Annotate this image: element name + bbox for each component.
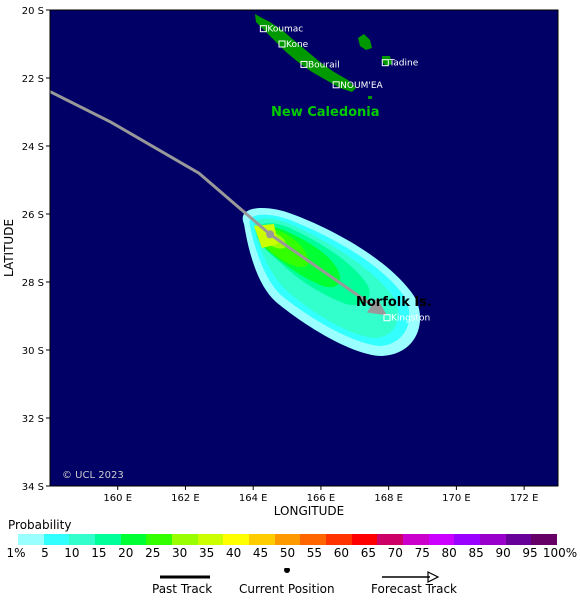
legend-label: 45 <box>252 546 269 560</box>
legend-swatch <box>120 534 147 545</box>
place-marker <box>383 314 391 322</box>
probability-color-scale <box>18 534 558 545</box>
legend-label: 10 <box>64 546 80 560</box>
track-key: Past Track Current Position Forecast Tra… <box>0 568 580 600</box>
legend-swatch <box>377 534 404 545</box>
x-axis-title: LONGITUDE <box>274 504 344 518</box>
legend-label: 95 <box>522 546 538 560</box>
legend-label: 70 <box>387 546 403 560</box>
legend-label: 5 <box>41 546 49 560</box>
lon-tick-label: 168 E <box>374 493 403 504</box>
place-label: Kone <box>286 40 309 50</box>
legend-label: 75 <box>414 546 430 560</box>
legend-swatch <box>197 534 224 545</box>
legend-swatch <box>403 534 429 545</box>
legend-swatch <box>326 534 352 545</box>
swath-band-35pct <box>254 224 278 248</box>
legend-label: 35 <box>199 546 215 560</box>
legend-label: 65 <box>360 546 376 560</box>
legend-swatch <box>95 534 121 545</box>
place-label: Kingston <box>391 314 430 324</box>
probability-scale-labels: 1% 5 10 15 20 25 30 35 40 45 50 55 60 65 70 75 80 85 90 95 1… <box>0 546 580 560</box>
place-label: NOUM'EA <box>340 81 383 91</box>
place-marker <box>259 25 267 33</box>
lon-tick-label: 172 E <box>510 493 539 504</box>
legend-label: 15 <box>91 546 107 560</box>
lat-tick-label: 24 S <box>22 142 44 153</box>
current-position-key-label: Current Position <box>239 582 335 596</box>
y-axis-title: LATITUDE <box>2 219 16 277</box>
legend-label: 85 <box>468 546 484 560</box>
legend-swatch <box>223 534 250 545</box>
past-track-key-label: Past Track <box>152 582 213 596</box>
place-marker <box>300 60 308 68</box>
lat-tick-label: 26 S <box>22 210 44 221</box>
place-label: Koumac <box>267 25 303 35</box>
legend-swatch <box>300 534 327 545</box>
lat-tick-label: 30 S <box>22 346 44 357</box>
past-track-line <box>50 90 272 236</box>
legend-swatch <box>146 534 173 545</box>
place-marker <box>278 40 286 48</box>
lat-tick-label: 34 S <box>22 482 44 493</box>
legend-label: 55 <box>306 546 323 560</box>
legend-swatch <box>69 534 96 545</box>
legend-label: 90 <box>495 546 511 560</box>
legend-label: 40 <box>225 546 242 560</box>
lon-tick-label: 162 E <box>171 493 200 504</box>
legend-label: 80 <box>441 546 457 560</box>
legend-title: Probability <box>8 518 72 532</box>
legend-swatch <box>428 534 455 545</box>
legend-label: 50 <box>279 546 296 560</box>
grande-terre-island <box>255 14 356 92</box>
ouvea-island <box>358 34 372 50</box>
region-label-norfolk: Norfolk Is. <box>356 295 432 310</box>
new-caledonia-land <box>255 14 392 99</box>
legend-swatch <box>18 534 44 545</box>
legend-label: 25 <box>145 546 161 560</box>
region-label-new-caledonia: New Caledonia <box>271 105 380 120</box>
legend-label: 30 <box>172 546 188 560</box>
current-position-marker <box>266 230 275 239</box>
legend-swatch <box>172 534 198 545</box>
forecast-track-key-label: Forecast Track <box>371 582 457 596</box>
legend-swatch <box>274 534 301 545</box>
legend-label: 1% <box>6 546 26 560</box>
legend-swatch <box>480 534 506 545</box>
lon-tick-label: 160 E <box>103 493 132 504</box>
lat-tick-label: 32 S <box>22 414 44 425</box>
place-marker <box>381 59 389 67</box>
legend-label: 100% <box>542 546 578 560</box>
forecast-track-key-arrow-icon <box>427 571 440 583</box>
copyright-text: © UCL 2023 <box>62 470 124 481</box>
mare-island <box>382 56 392 66</box>
lat-tick-label: 22 S <box>22 74 44 85</box>
isle-of-pines-island <box>368 96 372 99</box>
map-frame <box>49 9 559 487</box>
place-label: Tadine <box>388 59 418 69</box>
legend-swatch <box>454 534 481 545</box>
legend-swatch <box>351 534 378 545</box>
legend-label: 60 <box>333 546 350 560</box>
place-label: Bourail <box>308 60 340 70</box>
lat-tick-label: 20 S <box>22 6 44 17</box>
legend-swatch <box>505 534 532 545</box>
lat-tick-label: 28 S <box>22 278 44 289</box>
legend-swatch <box>531 534 558 545</box>
legend-swatch <box>249 534 275 545</box>
current-position-key-dot <box>284 568 290 573</box>
place-marker <box>332 81 340 89</box>
track-key-graphics <box>160 568 440 583</box>
legend-label: 20 <box>118 546 134 560</box>
lon-tick-label: 164 E <box>239 493 268 504</box>
lon-tick-label: 166 E <box>307 493 336 504</box>
forecast-track-line <box>269 233 387 316</box>
legend-swatch <box>43 534 70 545</box>
lon-tick-label: 170 E <box>442 493 471 504</box>
